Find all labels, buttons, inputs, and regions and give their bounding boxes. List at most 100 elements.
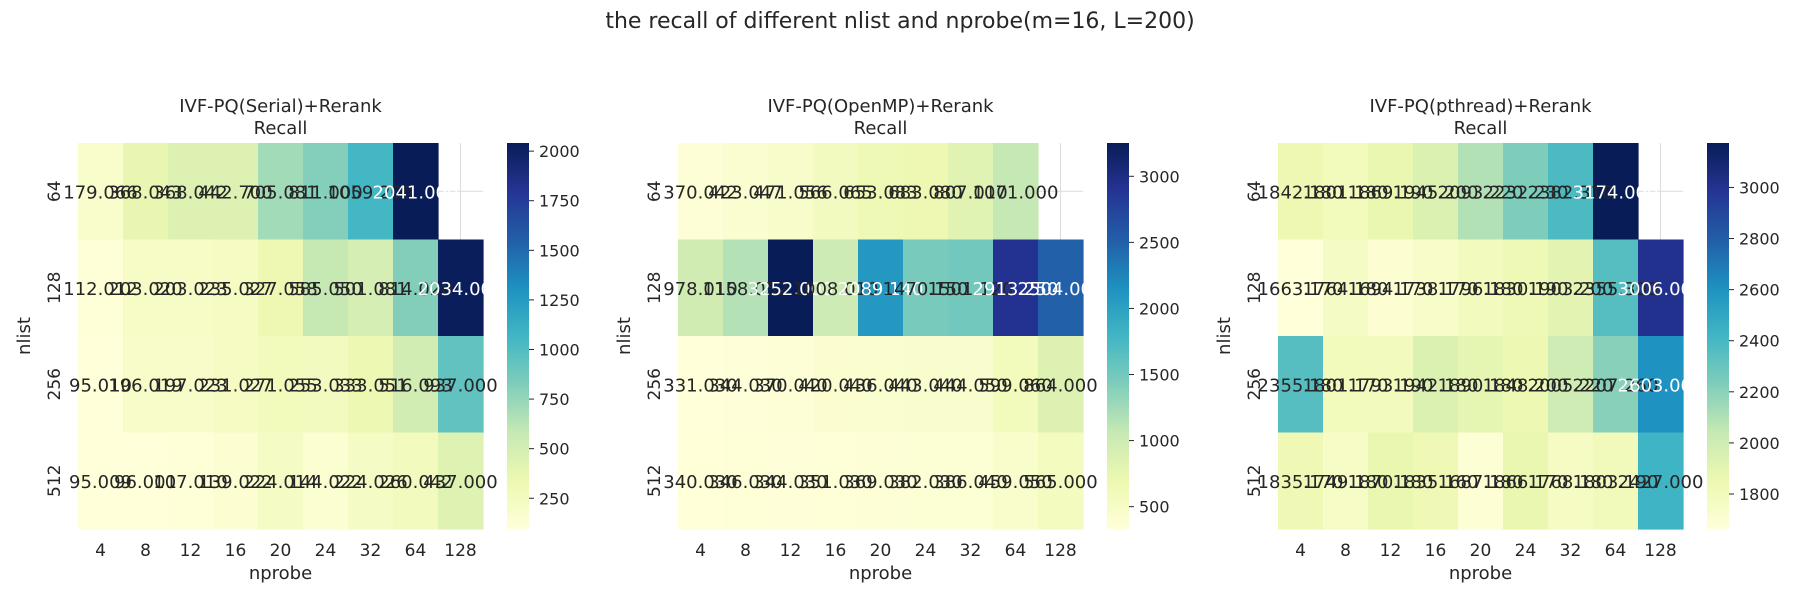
heatmap-cell bbox=[993, 143, 1039, 241]
heatmap-cell-label: 139.022 bbox=[198, 472, 272, 493]
heatmap-cell-label: 437.000 bbox=[423, 472, 497, 493]
heatmap-cell bbox=[1638, 239, 1684, 337]
heatmap-cell bbox=[1368, 143, 1414, 241]
heatmap-cell bbox=[1278, 239, 1324, 337]
heatmap-cell bbox=[1503, 336, 1549, 434]
heatmap-cell bbox=[1503, 143, 1549, 241]
heatmap-cell bbox=[1038, 239, 1084, 337]
heatmap-cell-label: 1694.170 bbox=[1348, 279, 1434, 300]
heatmap-cell bbox=[1323, 143, 1369, 241]
heatmap-cell-label: 333.051 bbox=[333, 375, 407, 396]
heatmap-cell-label: 1835.170 bbox=[1258, 472, 1344, 493]
heatmap-cell-label: 1796.180 bbox=[1438, 279, 1524, 300]
heatmap-cell bbox=[1458, 143, 1504, 241]
heatmap-cell bbox=[393, 143, 439, 241]
heatmap-cell bbox=[168, 336, 214, 434]
heatmap-cell-label: 978.010 bbox=[663, 279, 737, 300]
heatmap-cell bbox=[348, 336, 394, 434]
heatmap-cell bbox=[678, 143, 724, 241]
heatmap-cell-label: 203.023 bbox=[153, 279, 227, 300]
heatmap-cell-label: 2355.300 bbox=[1573, 279, 1659, 300]
colorbar-tick-label: 2600 bbox=[1739, 281, 1780, 300]
x-tick-label: 16 bbox=[1425, 541, 1447, 561]
heatmap-cells bbox=[678, 143, 1084, 530]
heatmap-cell-label: 96.001 bbox=[114, 472, 177, 493]
heatmap-cell-label: 144.022 bbox=[288, 472, 362, 493]
heatmap-cell bbox=[1413, 239, 1459, 337]
heatmap-cell-label: 197.023 bbox=[153, 375, 227, 396]
x-tick-label: 4 bbox=[695, 541, 706, 561]
heatmap-cell bbox=[1458, 239, 1504, 337]
heatmap-cell-label: 937.000 bbox=[423, 375, 497, 396]
colorbar-tick-label: 2000 bbox=[1739, 434, 1780, 453]
heatmap-cell bbox=[1368, 432, 1414, 530]
heatmap-cell bbox=[258, 336, 304, 434]
heatmap-cell-label: 585.050 bbox=[288, 279, 362, 300]
y-tick-label: 512 bbox=[1245, 465, 1265, 497]
colorbar-tick-label: 2400 bbox=[1739, 332, 1780, 351]
heatmap-cell-label: 2913.250 bbox=[973, 279, 1059, 300]
heatmap-cell bbox=[1638, 336, 1684, 434]
heatmap-cell bbox=[258, 239, 304, 337]
panel-title: IVF-PQ(OpenMP)+Rerank bbox=[767, 96, 994, 117]
heatmap-cell-label: 2382.310 bbox=[1528, 182, 1614, 203]
heatmap-cell-label: 2034.000 bbox=[418, 279, 504, 300]
colorbar-tick-label: 2200 bbox=[1739, 383, 1780, 402]
heatmap-cell bbox=[1548, 336, 1594, 434]
heatmap-cell-label: 382.030 bbox=[888, 472, 962, 493]
y-tick-label: 64 bbox=[45, 180, 65, 202]
heatmap-cell-label: 811.000 bbox=[288, 182, 362, 203]
colorbar-tick-label: 2800 bbox=[1739, 230, 1780, 249]
heatmap-cell bbox=[858, 336, 904, 434]
heatmap-cell-label: 368.042 bbox=[153, 182, 227, 203]
heatmap-cell bbox=[858, 239, 904, 337]
heatmap-cell bbox=[723, 143, 769, 241]
heatmap-cell bbox=[903, 336, 949, 434]
y-tick-label: 64 bbox=[1245, 180, 1265, 202]
colorbar-tick-label: 3000 bbox=[1139, 167, 1180, 186]
heatmap-cell-label: 683.080 bbox=[888, 182, 962, 203]
heatmap-cell bbox=[768, 336, 814, 434]
colorbar-tick-label: 2000 bbox=[1139, 299, 1180, 318]
x-tick-label: 64 bbox=[1005, 541, 1027, 561]
colorbar-tick-label: 1750 bbox=[539, 192, 580, 211]
heatmap-cell-label: 95.009 bbox=[69, 472, 132, 493]
colorbar-tick-label: 2500 bbox=[1139, 233, 1180, 252]
heatmap-cell-label: 3174.000 bbox=[1573, 182, 1659, 203]
heatmap-cell bbox=[258, 143, 304, 241]
heatmap-cell bbox=[1593, 336, 1639, 434]
heatmap-cell-label: 351.030 bbox=[798, 472, 872, 493]
heatmap-cell bbox=[813, 239, 859, 337]
heatmap-cell bbox=[78, 336, 124, 434]
colorbar-tick-label: 1500 bbox=[539, 241, 580, 260]
heatmap-cell bbox=[903, 239, 949, 337]
heatmap-cell-label: 1848.200 bbox=[1483, 375, 1569, 396]
x-tick-label: 20 bbox=[870, 541, 892, 561]
heatmap-cell bbox=[123, 239, 169, 337]
heatmap-cell-label: 2603.000 bbox=[1618, 375, 1704, 396]
heatmap-cell bbox=[678, 336, 724, 434]
heatmap-cell-label: 442.700 bbox=[198, 182, 272, 203]
heatmap-cell-label: 1793.190 bbox=[1348, 375, 1434, 396]
heatmap-cell bbox=[1413, 143, 1459, 241]
heatmap-cell-label: 423.047 bbox=[708, 182, 782, 203]
heatmap-cell-label: 2093.220 bbox=[1438, 182, 1524, 203]
heatmap-cell-label: 260.042 bbox=[378, 472, 452, 493]
heatmap-cell bbox=[813, 432, 859, 530]
heatmap-cell-label: 344.030 bbox=[708, 375, 782, 396]
heatmap-cell bbox=[1278, 432, 1324, 530]
heatmap-panel-3: IVF-PQ(pthread)+RerankRecall1842.1801801… bbox=[1214, 96, 1780, 584]
heatmap-cell-label: 235.027 bbox=[198, 279, 272, 300]
y-tick-label: 128 bbox=[645, 272, 665, 304]
colorbar-tick-label: 3000 bbox=[1739, 178, 1780, 197]
heatmap-cell-label: 599.060 bbox=[978, 375, 1052, 396]
heatmap-cell bbox=[78, 143, 124, 241]
heatmap-cell bbox=[1278, 143, 1324, 241]
heatmap-cell-label: 179.066 bbox=[63, 182, 137, 203]
heatmap-cell-label: 436.040 bbox=[843, 375, 917, 396]
heatmap-cell bbox=[213, 239, 259, 337]
heatmap-cell bbox=[258, 432, 304, 530]
heatmap-cell bbox=[723, 336, 769, 434]
heatmap-cell-label: 224.014 bbox=[243, 472, 317, 493]
colorbar-tick-label: 1800 bbox=[1739, 485, 1780, 504]
